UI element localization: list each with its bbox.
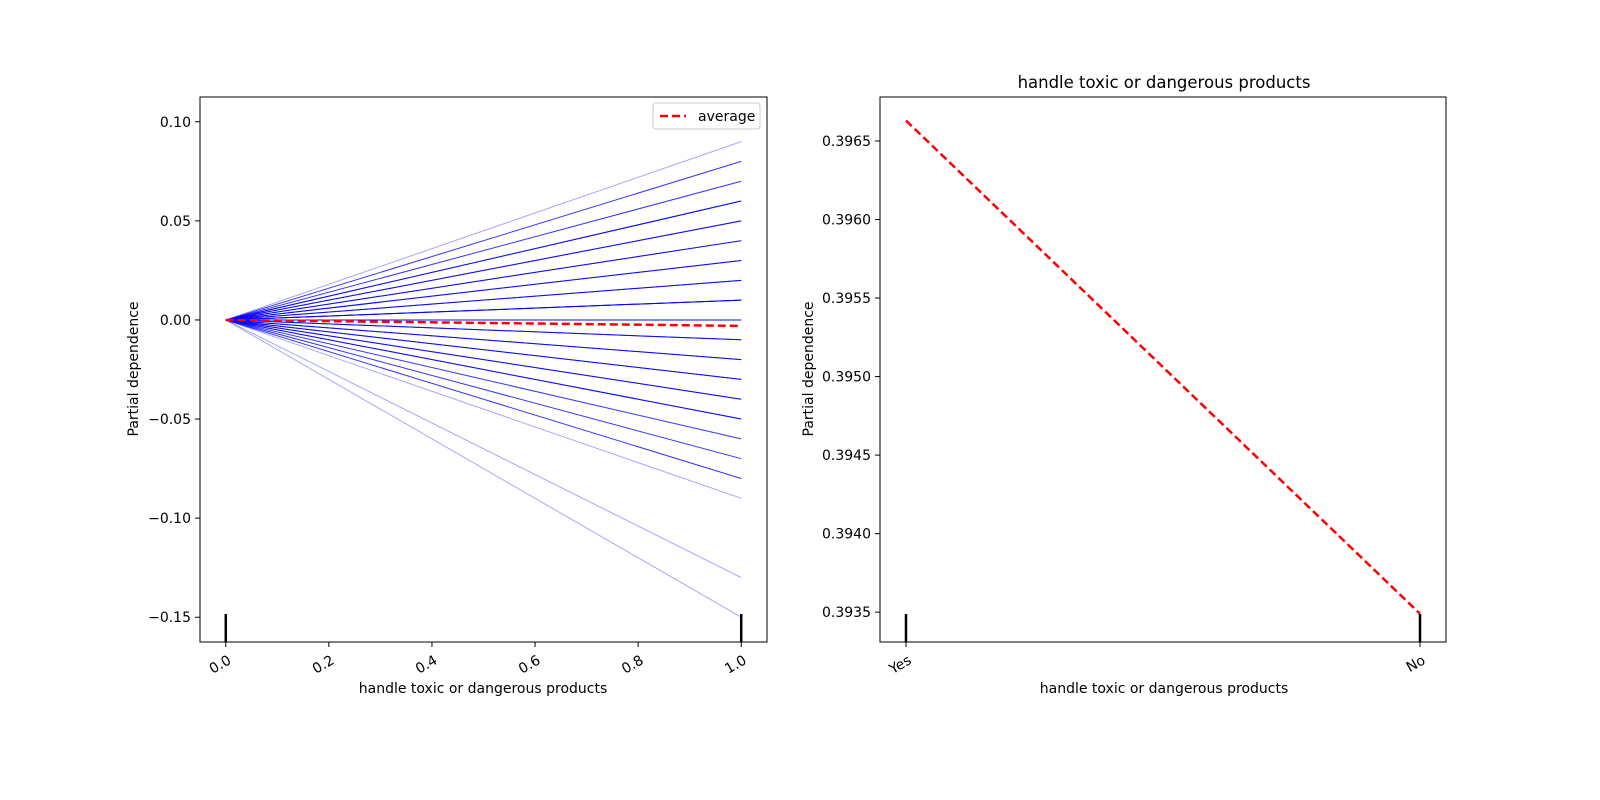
y-tick-label: 0.3960 xyxy=(822,213,871,229)
right-axes-frame xyxy=(879,96,1447,643)
left-plot-area xyxy=(224,141,743,642)
right-y-axis-ticks: 0.3965 0.3960 0.3955 0.3950 0.3945 0.3940 0.39… xyxy=(822,134,880,621)
ice-line xyxy=(225,220,742,321)
x-tick-label: Yes xyxy=(886,653,914,679)
x-tick-label: 1.0 xyxy=(722,653,749,678)
ice-line xyxy=(225,260,742,321)
ice-line xyxy=(225,299,742,321)
y-tick-label: 0.00 xyxy=(160,313,191,329)
ice-line xyxy=(225,319,742,380)
x-tick-label: 0.2 xyxy=(310,653,337,678)
ice-line xyxy=(225,319,742,341)
legend-box xyxy=(652,102,761,130)
ice-line xyxy=(225,319,742,618)
y-tick-label: 0.10 xyxy=(160,115,191,131)
y-tick-label: −0.15 xyxy=(148,610,191,626)
x-tick-label: 0.6 xyxy=(516,652,543,677)
y-tick-label: 0.3965 xyxy=(822,134,871,150)
ice-plot: 0.0 0.2 0.4 0.6 0.8 1.0 0.10 0.05 0.00 −0.05 −0.1… xyxy=(126,96,768,697)
ice-line xyxy=(225,200,742,321)
right-chart-title: handle toxic or dangerous products xyxy=(1018,73,1311,92)
y-tick-label: 0.3950 xyxy=(822,370,871,386)
ice-line xyxy=(225,319,742,479)
legend: average xyxy=(652,102,761,130)
x-tick-label: 0.0 xyxy=(207,653,234,678)
y-tick-label: −0.05 xyxy=(148,412,191,428)
x-tick-label: 0.8 xyxy=(619,653,646,678)
ice-line xyxy=(225,319,742,420)
ice-line xyxy=(225,279,742,321)
y-tick-label: 0.3945 xyxy=(822,448,871,464)
ice-line xyxy=(225,141,742,321)
right-x-axis-ticks: Yes No xyxy=(886,642,1428,678)
right-plot-area xyxy=(904,119,1422,642)
ice-line xyxy=(225,319,742,400)
legend-average-label: average xyxy=(698,109,755,125)
ice-line xyxy=(225,319,742,579)
ice-line xyxy=(225,160,742,321)
x-tick-label: 0.4 xyxy=(413,652,440,677)
right-y-axis-label: Partial dependence xyxy=(801,301,817,436)
ice-line xyxy=(225,319,742,361)
ice-line xyxy=(225,319,742,499)
average-line xyxy=(225,318,742,328)
y-tick-label: 0.05 xyxy=(160,214,191,230)
ice-line xyxy=(225,319,742,460)
ice-line xyxy=(225,180,742,321)
y-tick-label: 0.3955 xyxy=(822,291,871,307)
ice-line xyxy=(225,240,742,321)
average-plot: handle toxic or dangerous products Yes No… xyxy=(801,73,1447,697)
right-x-axis-label: handle toxic or dangerous products xyxy=(1040,681,1289,697)
y-tick-label: −0.10 xyxy=(148,511,191,527)
left-x-axis-ticks: 0.0 0.2 0.4 0.6 0.8 1.0 xyxy=(207,642,750,678)
y-tick-label: 0.3935 xyxy=(822,605,871,621)
left-x-axis-label: handle toxic or dangerous products xyxy=(359,681,608,697)
average-line xyxy=(905,119,1421,615)
y-tick-label: 0.3940 xyxy=(822,527,871,543)
left-y-axis-ticks: 0.10 0.05 0.00 −0.05 −0.10 −0.15 xyxy=(148,115,200,626)
x-tick-label: No xyxy=(1404,653,1428,676)
ice-line xyxy=(225,319,742,440)
left-y-axis-label: Partial dependence xyxy=(126,301,142,436)
